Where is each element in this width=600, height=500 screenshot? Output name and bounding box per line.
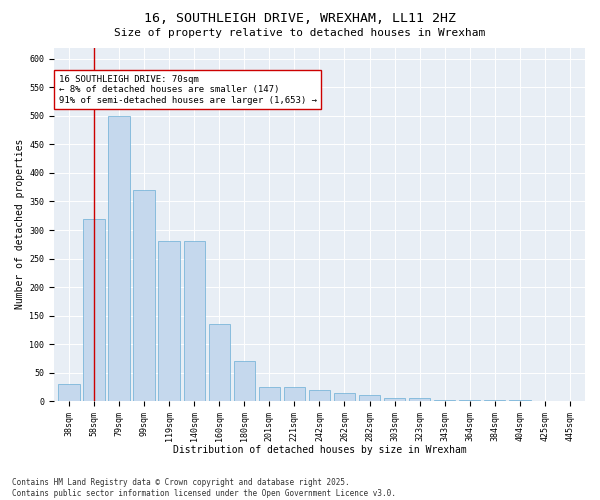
Text: Size of property relative to detached houses in Wrexham: Size of property relative to detached ho… (115, 28, 485, 38)
Bar (509, 400, 530, 401)
Bar (58, 384, 80, 401)
Text: 16 SOUTHLEIGH DRIVE: 70sqm
← 8% of detached houses are smaller (147)
91% of semi: 16 SOUTHLEIGH DRIVE: 70sqm ← 8% of detac… (59, 75, 317, 104)
Bar (209, 324, 230, 401)
X-axis label: Distribution of detached houses by size in Wrexham: Distribution of detached houses by size … (173, 445, 466, 455)
Bar (158, 242, 180, 401)
Bar (334, 392, 355, 401)
Bar (559, 400, 581, 401)
Bar (109, 116, 130, 401)
Bar (133, 190, 155, 401)
Bar (359, 396, 380, 401)
Bar (384, 398, 405, 401)
Bar (459, 400, 481, 401)
Bar (434, 400, 455, 401)
Bar (534, 400, 556, 401)
Text: 16, SOUTHLEIGH DRIVE, WREXHAM, LL11 2HZ: 16, SOUTHLEIGH DRIVE, WREXHAM, LL11 2HZ (144, 12, 456, 26)
Bar (309, 390, 330, 401)
Bar (259, 387, 280, 401)
Text: Contains HM Land Registry data © Crown copyright and database right 2025.
Contai: Contains HM Land Registry data © Crown c… (12, 478, 396, 498)
Y-axis label: Number of detached properties: Number of detached properties (15, 139, 25, 310)
Bar (233, 361, 255, 401)
Bar (83, 218, 104, 401)
Bar (484, 400, 505, 401)
Bar (184, 242, 205, 401)
Bar (409, 398, 430, 401)
Bar (284, 387, 305, 401)
